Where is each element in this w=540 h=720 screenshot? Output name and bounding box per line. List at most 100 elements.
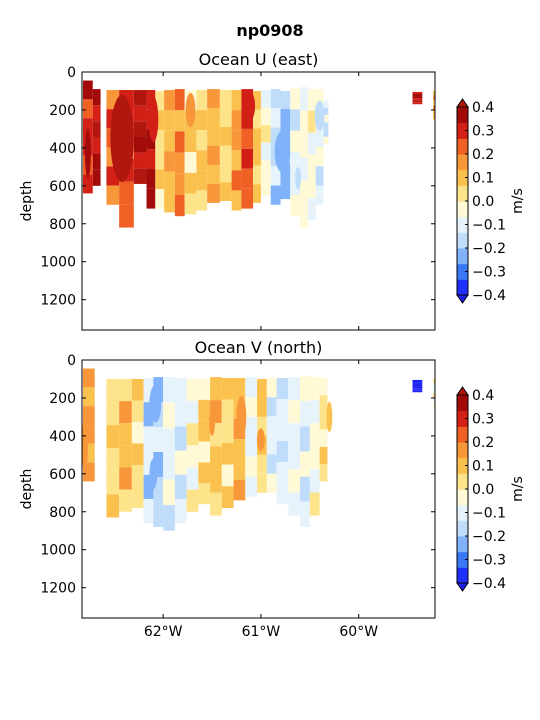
profile-segment (163, 453, 175, 480)
profile-segment (219, 182, 232, 201)
colorbar-label: m/s (510, 188, 526, 214)
profile-segment (82, 118, 93, 137)
x-tick-label: 61°W (242, 624, 281, 640)
profile-segment (82, 80, 93, 100)
field-group (82, 368, 435, 531)
profile-segment (196, 110, 208, 131)
profile-segment (221, 442, 234, 465)
contour-patch (148, 96, 159, 143)
colorbar-tick-label: −0.4 (472, 576, 506, 592)
profile-segment (433, 95, 435, 101)
colorbar-tick-label: −0.3 (472, 553, 506, 569)
y-tick-label: 200 (49, 391, 76, 407)
profile-segment (221, 378, 234, 400)
profile-segment (133, 168, 147, 184)
profile-segment (290, 88, 301, 110)
profile-segment (253, 165, 261, 185)
profile-segment (207, 183, 220, 203)
profile-segment (309, 377, 320, 401)
profile-segment (198, 399, 211, 421)
colorbar: 0.4 0.3 0.2 0.1 0.0 −0.1 −0.2 −0.3 −0.4 (456, 98, 506, 304)
profile-segment (288, 446, 301, 470)
profile-segment (106, 448, 120, 472)
profile-segment (106, 471, 120, 495)
contour-patch (185, 92, 196, 128)
profile-segment (315, 146, 324, 167)
profile-segment (207, 164, 220, 184)
profile-segment (433, 393, 435, 398)
profile-segment (106, 494, 120, 518)
colorbar-band (457, 536, 468, 553)
profile-segment (174, 426, 187, 451)
profile-segment (257, 454, 267, 474)
profile-segment (319, 464, 328, 482)
profile-segment (315, 185, 324, 205)
profile-segment (307, 110, 316, 133)
profile-segment (257, 397, 267, 417)
colorbar-tick-label: −0.1 (472, 506, 506, 522)
colorbar-tick-label: −0.1 (472, 218, 506, 234)
profile-segment (300, 401, 310, 427)
y-axis-label: depth (19, 469, 35, 510)
profile-segment (245, 436, 258, 457)
profile-segment (82, 462, 95, 482)
colorbar-band (457, 154, 468, 171)
profile-segment (241, 128, 254, 149)
profile-segment (433, 383, 435, 389)
profile-segment (106, 402, 120, 426)
profile-segment (92, 89, 101, 106)
profile-segment (412, 100, 423, 103)
profile-segment (231, 90, 242, 111)
profile-segment (231, 150, 242, 171)
profile-segment (319, 378, 328, 396)
profile-segment (315, 89, 324, 109)
colorbar-band (457, 169, 468, 186)
profile-segment (412, 91, 423, 94)
profile-segment (288, 400, 301, 424)
y-tick-label: 1200 (40, 581, 76, 597)
profile-segment (143, 474, 154, 499)
contour-patch (257, 428, 265, 452)
profile-segment (412, 96, 423, 99)
profile-segment (133, 121, 147, 137)
profile-segment (198, 420, 211, 442)
profile-segment (290, 173, 301, 195)
profile-segment (253, 128, 261, 147)
colorbar-band (457, 504, 468, 521)
profile-segment (143, 378, 154, 403)
profile-segment (174, 194, 185, 217)
profile-segment (309, 400, 320, 424)
profile-segment (257, 473, 267, 493)
profile-segment (307, 154, 316, 177)
profile-segment (290, 109, 301, 131)
profile-segment (186, 489, 199, 512)
profile-segment (260, 177, 271, 196)
profile-segment (257, 378, 267, 398)
profile-segment (119, 401, 132, 424)
colorbar-band (457, 473, 468, 490)
profile-segment (92, 105, 101, 122)
profile-segment (92, 137, 101, 154)
profile-segment (146, 169, 156, 189)
contour-patch (84, 128, 91, 179)
profile-segment (319, 446, 328, 465)
profile-segment (307, 198, 316, 220)
profile-segment (153, 427, 164, 453)
profile-segment (184, 172, 197, 194)
profile-segment (309, 469, 320, 493)
y-tick-label: 600 (49, 179, 76, 195)
y-tick-label: 400 (49, 141, 76, 157)
profile-segment (196, 170, 208, 191)
profile-segment (307, 132, 316, 155)
profile-segment (164, 130, 175, 152)
profile-segment (253, 184, 261, 203)
profile-segment (300, 376, 310, 402)
profile-segment (119, 467, 132, 490)
profile-segment (266, 454, 277, 474)
contour-patch (314, 100, 325, 131)
profile-segment (231, 190, 242, 211)
profile-segment (288, 469, 301, 493)
colorbar-band (457, 232, 468, 249)
profile-segment (309, 492, 320, 516)
profile-segment (245, 416, 258, 437)
